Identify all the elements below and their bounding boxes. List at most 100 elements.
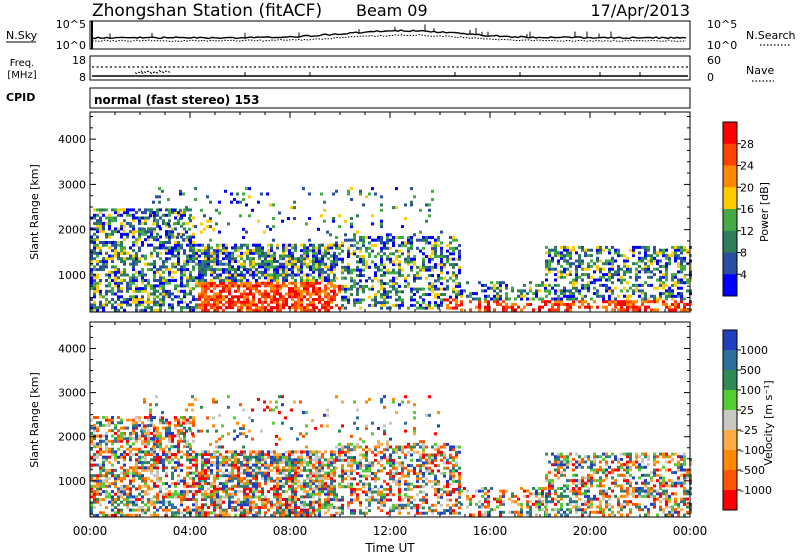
data-cell	[120, 289, 123, 293]
data-cell	[437, 287, 440, 291]
data-cell	[662, 251, 665, 255]
data-cell	[180, 289, 183, 293]
data-cell	[264, 298, 267, 301]
data-cell	[632, 248, 635, 252]
data-cell	[306, 257, 309, 261]
data-cell	[315, 508, 318, 512]
data-cell	[291, 246, 294, 250]
data-cell	[99, 211, 102, 215]
data-cell	[135, 458, 138, 462]
data-cell	[225, 484, 228, 488]
data-cell	[228, 273, 231, 277]
data-cell	[458, 290, 461, 294]
data-cell	[90, 463, 93, 467]
data-cell	[234, 260, 237, 263]
data-cell	[159, 461, 162, 464]
data-cell	[538, 297, 541, 301]
data-cell	[141, 463, 144, 467]
data-cell	[641, 303, 644, 306]
data-cell	[315, 298, 318, 301]
data-cell	[105, 284, 108, 288]
data-cell	[149, 214, 152, 218]
data-cell	[608, 300, 611, 304]
data-cell	[159, 431, 162, 435]
data-cell	[291, 487, 294, 491]
data-cell	[599, 275, 602, 279]
data-cell	[362, 244, 365, 248]
data-cell	[144, 484, 147, 488]
data-cell	[324, 482, 327, 486]
data-cell	[225, 262, 228, 266]
data-cell	[186, 418, 189, 422]
data-cell	[132, 208, 135, 212]
data-cell	[255, 495, 258, 499]
data-cell	[234, 279, 237, 282]
data-cell	[312, 289, 315, 293]
data-cell	[514, 297, 517, 301]
data-cell	[368, 503, 371, 507]
data-cell	[240, 482, 243, 486]
data-cell	[129, 246, 132, 250]
data-cell	[569, 264, 572, 268]
data-cell	[276, 289, 279, 293]
data-cell	[545, 259, 548, 263]
data-cell	[327, 476, 330, 480]
data-cell	[273, 284, 276, 288]
data-cell	[318, 243, 321, 247]
data-cell	[374, 265, 377, 269]
data-cell	[162, 482, 165, 486]
data-cell	[147, 295, 150, 299]
data-cell	[207, 476, 210, 480]
data-cell	[668, 289, 671, 293]
data-cell	[647, 264, 650, 268]
data-cell	[270, 281, 273, 285]
data-cell	[359, 236, 362, 239]
data-cell	[120, 490, 123, 494]
data-cell	[330, 455, 333, 459]
data-cell	[185, 238, 188, 242]
data-cell	[225, 458, 228, 462]
data-cell	[602, 297, 605, 301]
data-cell	[440, 287, 443, 291]
data-cell	[111, 471, 114, 475]
data-cell	[309, 479, 312, 483]
data-cell	[171, 303, 174, 307]
data-cell	[123, 268, 126, 272]
data-cell	[356, 445, 359, 449]
data-cell	[608, 259, 611, 263]
data-cell	[153, 289, 156, 293]
data-cell	[114, 492, 117, 496]
data-cell	[93, 216, 96, 220]
data-cell	[171, 471, 174, 475]
data-cell	[246, 300, 249, 304]
data-cell	[279, 471, 282, 475]
data-cell	[608, 273, 611, 277]
data-cell	[306, 306, 309, 310]
data-cell	[240, 281, 243, 285]
data-cell	[596, 267, 599, 271]
data-cell	[548, 254, 551, 258]
data-cell	[324, 458, 327, 462]
data-cell	[449, 276, 452, 280]
data-cell	[252, 243, 255, 247]
data-cell	[174, 246, 177, 250]
data-cell	[279, 500, 282, 504]
data-cell	[632, 300, 635, 304]
data-cell	[237, 474, 240, 478]
data-cell	[93, 268, 96, 272]
data-cell	[273, 270, 276, 274]
data-cell	[186, 257, 189, 261]
data-cell	[117, 276, 120, 280]
data-cell	[431, 282, 434, 286]
data-cell	[389, 271, 392, 275]
data-cell	[186, 303, 189, 307]
data-cell	[300, 268, 303, 272]
data-cell	[243, 295, 246, 299]
data-cell	[434, 293, 437, 296]
data-cell	[186, 490, 189, 494]
data-cell	[315, 513, 318, 517]
data-cell	[300, 281, 303, 285]
data-cell	[129, 230, 132, 234]
data-cell	[114, 241, 117, 244]
data-cell	[321, 257, 324, 261]
